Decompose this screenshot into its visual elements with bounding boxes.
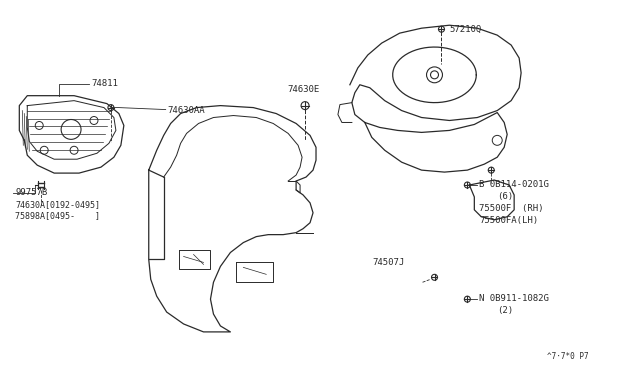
- Text: B 0B114-0201G: B 0B114-0201G: [479, 180, 549, 189]
- Text: (2): (2): [497, 306, 513, 315]
- Text: 75500FA(LH): 75500FA(LH): [479, 216, 538, 225]
- Text: 74507J: 74507J: [372, 259, 405, 267]
- Text: 75898A[0495-    ]: 75898A[0495- ]: [15, 211, 100, 220]
- Text: (6): (6): [497, 192, 513, 201]
- Text: ^7·7*0 P7: ^7·7*0 P7: [547, 352, 589, 361]
- Text: 74630E: 74630E: [287, 85, 319, 94]
- Text: 75500F  (RH): 75500F (RH): [479, 204, 544, 213]
- Text: 74630A[0192-0495]: 74630A[0192-0495]: [15, 200, 100, 209]
- Text: N 0B911-1082G: N 0B911-1082G: [479, 294, 549, 303]
- Text: 74811: 74811: [91, 79, 118, 88]
- Text: 57210Q: 57210Q: [449, 25, 482, 34]
- Text: 74630AA: 74630AA: [168, 106, 205, 115]
- Text: 99757B: 99757B: [15, 189, 47, 198]
